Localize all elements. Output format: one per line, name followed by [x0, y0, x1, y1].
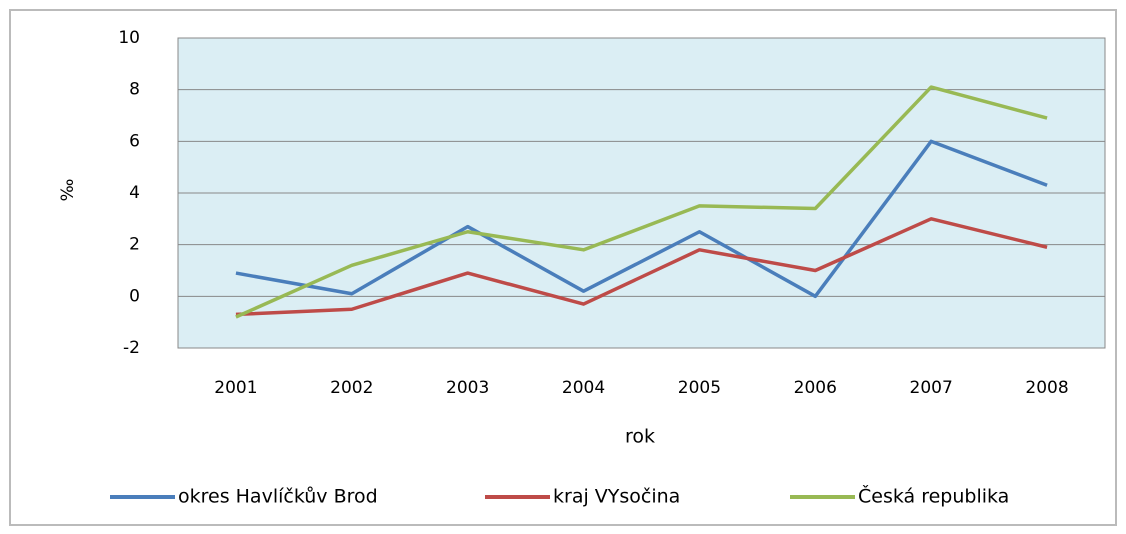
- x-tick-label: 2008: [1025, 378, 1068, 398]
- series-line: [235, 139, 1048, 299]
- x-tick-label: 2006: [794, 378, 837, 398]
- y-tick-label: 10: [118, 28, 140, 48]
- y-tick-label: 6: [129, 131, 140, 151]
- y-tick-label: -2: [123, 338, 140, 358]
- legend-label: okres Havlíčkův Brod: [178, 486, 378, 508]
- y-tick-label: 2: [129, 235, 140, 255]
- x-tick-label: 2002: [330, 378, 373, 398]
- series-line: [235, 85, 1048, 319]
- y-tick-label: 0: [129, 286, 140, 306]
- x-tick-label: 2005: [678, 378, 721, 398]
- legend-label: Česká republika: [858, 484, 1009, 508]
- x-tick-label: 2003: [446, 378, 489, 398]
- x-tick-label: 2004: [562, 378, 605, 398]
- x-tick-label: 2007: [910, 378, 953, 398]
- x-axis-label: rok: [625, 426, 655, 448]
- y-tick-label: 8: [129, 80, 140, 100]
- y-axis-label: ‰: [58, 179, 78, 202]
- legend-label: kraj VYsočina: [553, 486, 680, 508]
- y-tick-label: 4: [129, 183, 140, 203]
- x-tick-label: 2001: [214, 378, 257, 398]
- series-line: [235, 217, 1048, 317]
